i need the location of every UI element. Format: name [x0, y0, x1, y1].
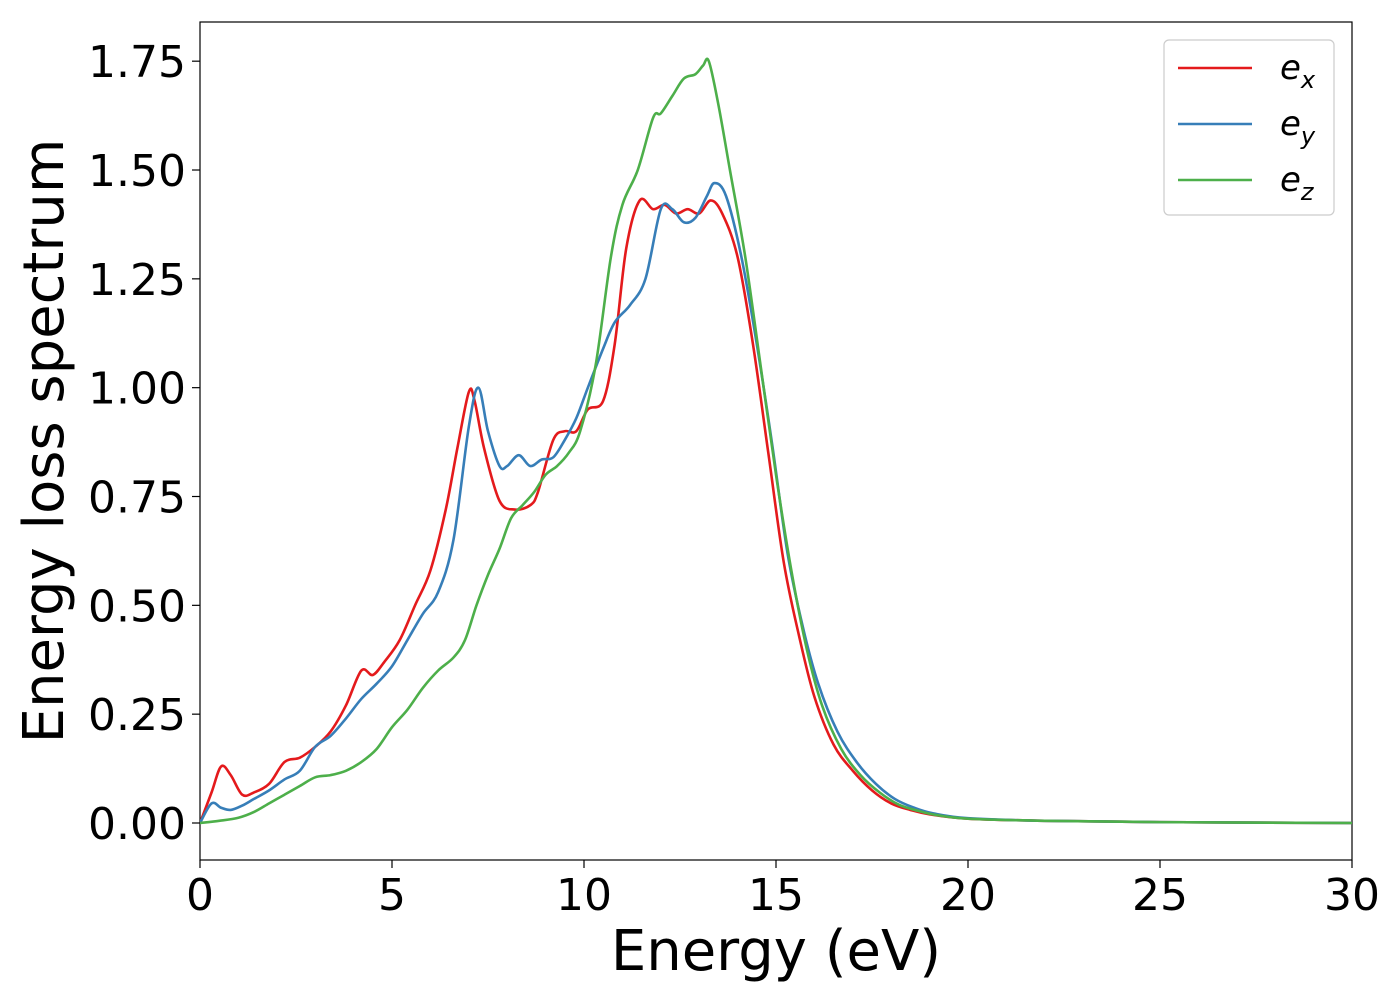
legend-box [1163, 39, 1335, 216]
x-tick-label: 0 [186, 870, 214, 921]
y-tick-label: 1.25 [88, 255, 186, 306]
y-tick-label: 1.50 [88, 146, 186, 197]
x-tick-label: 5 [378, 870, 406, 921]
y-tick-label: 1.00 [88, 364, 186, 415]
x-tick-label: 10 [556, 870, 612, 921]
x-tick-label: 30 [1324, 870, 1380, 921]
y-tick-label: 0.75 [88, 473, 186, 524]
x-axis-label: Energy (eV) [611, 919, 941, 984]
y-tick-label: 1.75 [88, 37, 186, 88]
series-layer [200, 57, 1352, 825]
legend-label: ex [1280, 48, 1316, 94]
legend-label: ey [1280, 104, 1316, 150]
series-line-e-z [200, 57, 1352, 825]
y-axis: 0.00 0.25 0.50 0.75 1.00 1.25 1.50 1.75 [88, 37, 200, 850]
series-line-e-y [200, 181, 1352, 825]
x-tick-label: 25 [1132, 870, 1188, 921]
x-axis: 0 5 10 15 20 25 30 [186, 860, 1380, 921]
y-tick-label: 0.50 [88, 581, 186, 632]
y-axis-label: Energy loss spectrum [12, 139, 77, 744]
x-tick-label: 20 [940, 870, 996, 921]
y-tick-label: 0.25 [88, 690, 186, 741]
x-tick-label: 15 [748, 870, 804, 921]
legend: ex ey ez [1163, 39, 1335, 216]
series-line-e-x [200, 197, 1352, 825]
y-tick-label: 0.00 [88, 799, 186, 850]
legend-label: ez [1280, 160, 1315, 206]
